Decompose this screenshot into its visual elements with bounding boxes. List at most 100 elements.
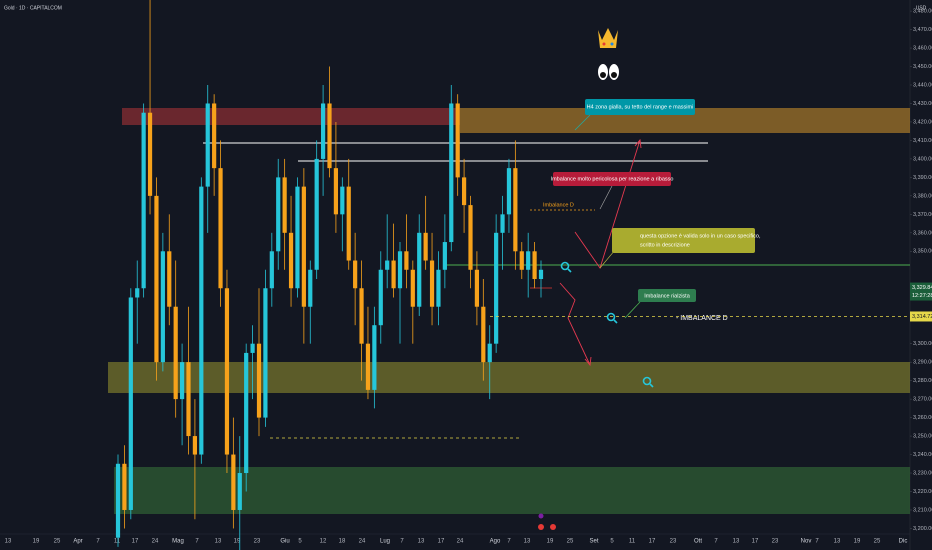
candle-body <box>340 186 345 215</box>
candle-body <box>455 103 460 178</box>
candle-body <box>327 103 332 169</box>
candle-body <box>449 103 454 243</box>
candle-body <box>128 297 133 510</box>
y-tick-label: 3,450.00 <box>913 64 932 70</box>
candle-body <box>295 186 300 289</box>
x-tick-label: Giu <box>280 539 289 545</box>
candle-body <box>436 269 441 307</box>
y-tick-label: 3,460.00 <box>913 45 932 51</box>
candle-body <box>474 269 480 307</box>
x-tick-label: 13 <box>733 539 740 545</box>
candle-body <box>333 168 339 215</box>
candle-body <box>320 103 326 159</box>
candle-body <box>276 177 281 252</box>
candle-body <box>461 177 467 206</box>
candle-body <box>256 343 262 418</box>
x-tick-label: 23 <box>254 539 261 545</box>
note-text: questa opzione è valida solo in un caso … <box>640 233 761 239</box>
candle-body <box>532 251 537 280</box>
candle-body <box>308 269 313 307</box>
callout-line <box>599 185 613 210</box>
candle-body <box>353 260 358 289</box>
callout-line <box>574 114 591 131</box>
candle-body <box>397 251 403 289</box>
candle-body <box>500 214 505 233</box>
arrow-head <box>584 356 592 367</box>
price-tag <box>910 282 932 301</box>
candle-body <box>282 177 287 233</box>
candle-body <box>417 232 422 307</box>
x-tick-label: Apr <box>73 539 82 545</box>
callout-line <box>599 249 616 269</box>
candle-body <box>192 436 198 455</box>
y-tick-label: 3,280.00 <box>913 378 932 384</box>
candle-body <box>391 260 396 289</box>
candle-body <box>378 269 383 326</box>
x-tick-label: 19 <box>234 539 241 545</box>
y-tick-label: 3,300.00 <box>913 341 932 347</box>
arrow-head <box>634 138 642 149</box>
y-tick-label: 3,250.00 <box>913 434 932 440</box>
candle-body <box>167 251 172 307</box>
x-tick-label: 17 <box>132 539 139 545</box>
candle-body <box>442 242 447 270</box>
x-tick-label: Mag <box>172 539 184 545</box>
candle-body <box>147 112 153 196</box>
candle-body <box>365 343 371 390</box>
x-tick-label: 24 <box>152 539 159 545</box>
candle-body <box>487 343 492 363</box>
x-tick-label: 13 <box>524 539 531 545</box>
level-tag <box>910 311 932 322</box>
x-tick-label: 7 <box>195 539 199 545</box>
y-tick-label: 3,230.00 <box>913 470 932 476</box>
x-tick-label: 24 <box>359 539 366 545</box>
x-tick-label: Ott <box>694 539 702 545</box>
x-tick-label: 24 <box>457 539 464 545</box>
y-tick-label: 3,470.00 <box>913 27 932 33</box>
candle-body <box>160 251 165 363</box>
candle-body <box>429 260 435 307</box>
x-tick-label: Dic <box>899 539 908 545</box>
candle-body <box>301 186 306 307</box>
eyes-icon <box>598 64 619 80</box>
x-tick-label: 19 <box>547 539 554 545</box>
x-tick-label: 7 <box>96 539 100 545</box>
note-box <box>638 289 696 302</box>
y-tick-label: 3,290.00 <box>913 360 932 366</box>
candle-body <box>372 325 377 390</box>
x-tick-label: 17 <box>752 539 759 545</box>
candle-body <box>154 195 159 363</box>
candle-body <box>135 288 140 298</box>
y-tick-label: 3,430.00 <box>913 101 932 107</box>
y-tick-label: 3,440.00 <box>913 82 932 88</box>
x-tick-label: 19 <box>33 539 40 545</box>
candle-body <box>115 463 121 538</box>
level-label: 3,314.72 <box>912 314 932 320</box>
candle-body <box>179 362 185 400</box>
note-text: Imbalance molto pericolosa per reazione … <box>551 176 674 182</box>
chart-title: Gold · 1D · CAPITALCOM <box>4 5 62 11</box>
x-tick-label: 25 <box>874 539 881 545</box>
callout-line <box>624 301 641 319</box>
x-tick-label: 5 <box>610 539 614 545</box>
candle-body <box>244 352 249 474</box>
candle-body <box>237 473 242 510</box>
x-tick-label: 25 <box>54 539 61 545</box>
candle-body <box>506 168 512 215</box>
note-box <box>612 228 755 253</box>
x-tick-label: 19 <box>854 539 861 545</box>
candle-body <box>404 251 409 270</box>
y-tick-label: 3,400.00 <box>913 156 932 162</box>
y-tick-label: 3,390.00 <box>913 175 932 181</box>
note-box <box>585 99 695 115</box>
note-text: Imbalance rialzista <box>644 293 690 299</box>
candle-body <box>250 343 255 353</box>
candle-body <box>519 251 524 270</box>
candle-body <box>410 269 415 307</box>
y-tick-label: 3,200.00 <box>913 526 932 532</box>
candle-body <box>173 306 178 400</box>
x-tick-label: 7 <box>507 539 511 545</box>
candle-body <box>288 232 294 289</box>
candle-body <box>199 186 204 455</box>
x-tick-label: 17 <box>438 539 445 545</box>
